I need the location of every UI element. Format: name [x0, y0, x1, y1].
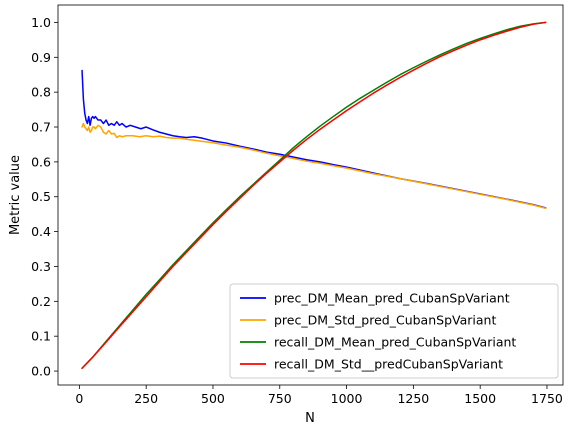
- x-tick-label: 500: [201, 391, 225, 406]
- legend: prec_DM_Mean_pred_CubanSpVariant prec_DM_…: [229, 283, 559, 379]
- y-tick-label: 0.4: [31, 224, 51, 239]
- x-tick-label: 1500: [464, 391, 496, 406]
- y-tick-label: 0.0: [31, 364, 51, 379]
- series-line-1: [81, 69, 547, 209]
- x-tick-label: 250: [134, 391, 158, 406]
- series-lines: [81, 21, 547, 370]
- x-tick-label: 0: [75, 391, 83, 406]
- x-axis-ticks: 0 250 500 750 1000 1250 1500 1750: [75, 385, 563, 406]
- y-tick-label: 1.0: [31, 15, 51, 30]
- x-tick-label: 1000: [331, 391, 363, 406]
- series-line-4: [81, 21, 547, 370]
- legend-label: recall_DM_Mean_pred_CubanSpVariant: [274, 335, 516, 350]
- y-tick-label: 0.2: [31, 294, 51, 309]
- y-tick-label: 0.7: [31, 120, 51, 135]
- y-axis-label: Metric value: [8, 155, 23, 235]
- legend-label: recall_DM_Std__predCubanSpVariant: [274, 357, 503, 372]
- y-tick-label: 0.3: [31, 259, 51, 274]
- y-tick-label: 0.5: [31, 189, 51, 204]
- x-tick-label: 1250: [397, 391, 429, 406]
- y-tick-label: 0.8: [31, 85, 51, 100]
- legend-label: prec_DM_Std_pred_CubanSpVariant: [274, 313, 496, 328]
- y-tick-label: 0.6: [31, 154, 51, 169]
- y-tick-label: 0.9: [31, 50, 51, 65]
- y-tick-label: 0.1: [31, 329, 51, 344]
- x-tick-label: 750: [268, 391, 292, 406]
- series-line-3: [81, 21, 547, 370]
- y-axis-ticks: 0.0 0.1 0.2 0.3 0.4 0.5 0.6 0.7 0.8 0.9 1.0: [31, 15, 58, 379]
- legend-box: [229, 283, 559, 379]
- series-line-2: [81, 122, 547, 209]
- legend-label: prec_DM_Mean_pred_CubanSpVariant: [274, 291, 510, 306]
- x-axis-label: N: [305, 411, 315, 426]
- x-tick-label: 1750: [531, 391, 563, 406]
